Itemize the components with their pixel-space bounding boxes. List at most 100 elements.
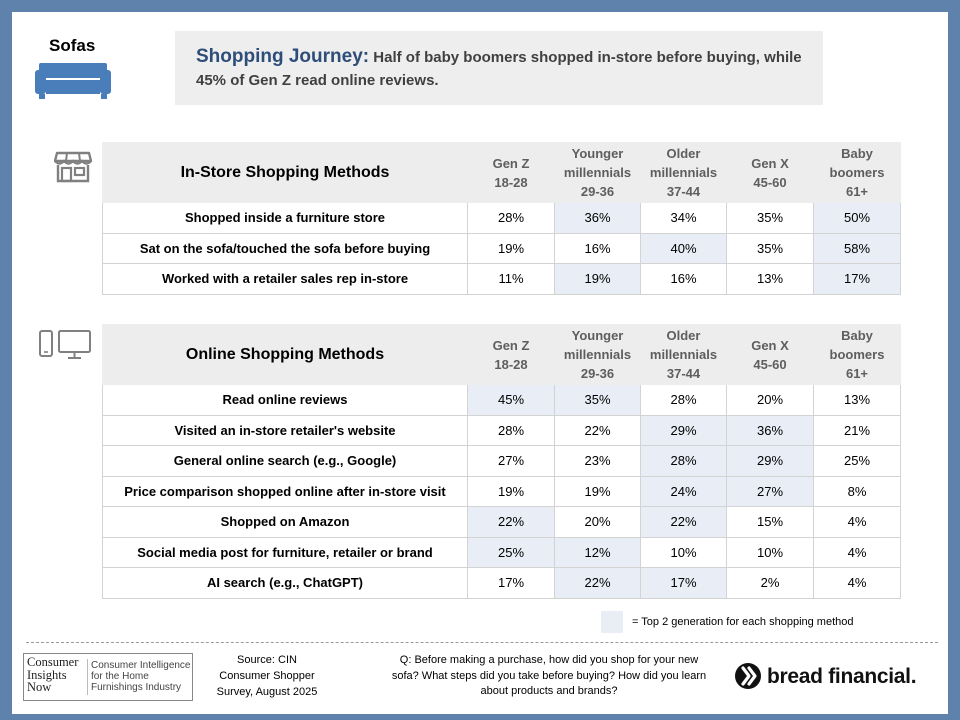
row-label: Shopped inside a furniture store (102, 202, 468, 234)
value-cell: 58% (813, 232, 901, 264)
value-cell: 16% (554, 232, 641, 264)
row-label: Shopped on Amazon (102, 506, 468, 538)
slide: Sofas Shopping Journey: Half of baby boo… (12, 12, 948, 714)
value-cell: 29% (640, 414, 727, 446)
value-cell: 10% (726, 536, 814, 568)
table-row: Price comparison shopped online after in… (102, 475, 901, 507)
value-cell: 28% (640, 384, 727, 416)
value-cell: 36% (726, 414, 814, 446)
value-cell: 10% (640, 536, 727, 568)
value-cell: 22% (640, 506, 727, 538)
value-cell: 4% (813, 567, 901, 599)
footer-divider (26, 642, 938, 643)
table-row: Shopped inside a furniture store 28% 36%… (102, 202, 901, 234)
row-label: Price comparison shopped online after in… (102, 475, 468, 507)
value-cell: 28% (640, 445, 727, 477)
brand-name: bread financial. (767, 665, 917, 688)
gen-header-older-millennials: Older millennials 37-44 (640, 142, 727, 203)
value-cell: 17% (640, 567, 727, 599)
value-cell: 15% (726, 506, 814, 538)
table-row: Social media post for furniture, retaile… (102, 536, 901, 568)
value-cell: 27% (467, 445, 555, 477)
value-cell: 22% (554, 414, 641, 446)
cin-logo: Consumer Insights Now Consumer Intellige… (23, 653, 193, 701)
cin-tagline: Consumer Intelligence (91, 660, 191, 671)
instore-table: In-Store Shopping Methods Gen Z 18-28 You… (102, 142, 901, 295)
value-cell: 4% (813, 506, 901, 538)
online-table: Online Shopping Methods Gen Z 18-28 Young… (102, 324, 901, 599)
table-row: Sat on the sofa/touched the sofa before … (102, 232, 901, 264)
value-cell: 12% (554, 536, 641, 568)
gen-header-gen-x: Gen X 45-60 (726, 142, 814, 203)
value-cell: 4% (813, 536, 901, 568)
value-cell: 19% (467, 475, 555, 507)
gen-header-gen-z: Gen Z 18-28 (467, 324, 555, 385)
survey-question: Q: Before making a purchase, how did you… (391, 654, 707, 697)
instore-title: In-Store Shopping Methods (102, 142, 468, 203)
cin-logo-separator (87, 659, 88, 695)
value-cell: 19% (467, 232, 555, 264)
gen-header-older-millennials: Older millennials 37-44 (640, 324, 727, 385)
value-cell: 19% (554, 475, 641, 507)
value-cell: 29% (726, 445, 814, 477)
value-cell: 2% (726, 567, 814, 599)
value-cell: 35% (726, 202, 814, 234)
value-cell: 27% (726, 475, 814, 507)
cin-logo-word: Consumer (27, 655, 79, 669)
bread-financial-logo: bread financial. (734, 661, 934, 695)
online-header-row: Online Shopping Methods Gen Z 18-28 Young… (102, 324, 901, 385)
store-icon (54, 151, 92, 183)
source-note: Source: CIN Consumer Shopper Survey, Aug… (216, 654, 318, 698)
row-label: Sat on the sofa/touched the sofa before … (102, 232, 468, 264)
value-cell: 28% (467, 202, 555, 234)
table-row: General online search (e.g., Google) 27%… (102, 445, 901, 477)
value-cell: 36% (554, 202, 641, 234)
value-cell: 35% (554, 384, 641, 416)
table-row: AI search (e.g., ChatGPT) 17% 22% 17% 2%… (102, 567, 901, 599)
headline-lead: Shopping Journey: (196, 46, 370, 67)
value-cell: 13% (813, 384, 901, 416)
category-label: Sofas (49, 36, 96, 55)
value-cell: 24% (640, 475, 727, 507)
table-row: Shopped on Amazon 22% 20% 22% 15% 4% (102, 506, 901, 538)
sofa-icon (35, 63, 111, 99)
value-cell: 45% (467, 384, 555, 416)
phone-and-monitor-icon (39, 330, 91, 359)
row-label: Read online reviews (102, 384, 468, 416)
table-row: Worked with a retailer sales rep in-stor… (102, 263, 901, 295)
gen-header-gen-x: Gen X 45-60 (726, 324, 814, 385)
value-cell: 22% (554, 567, 641, 599)
value-cell: 20% (726, 384, 814, 416)
gen-header-baby-boomers: Baby boomers 61+ (813, 142, 901, 203)
value-cell: 13% (726, 263, 814, 295)
value-cell: 11% (467, 263, 555, 295)
row-label: Social media post for furniture, retaile… (102, 536, 468, 568)
value-cell: 25% (467, 536, 555, 568)
legend-swatch (601, 611, 623, 633)
value-cell: 28% (467, 414, 555, 446)
gen-header-younger-millennials: Younger millennials 29-36 (554, 324, 641, 385)
row-label: General online search (e.g., Google) (102, 445, 468, 477)
value-cell: 34% (640, 202, 727, 234)
instore-header-row: In-Store Shopping Methods Gen Z 18-28 You… (102, 142, 901, 203)
value-cell: 40% (640, 232, 727, 264)
online-title: Online Shopping Methods (102, 324, 468, 385)
table-row: Read online reviews 45% 35% 28% 20% 13% (102, 384, 901, 416)
table-row: Visited an in-store retailer's website 2… (102, 414, 901, 446)
value-cell: 17% (467, 567, 555, 599)
value-cell: 17% (813, 263, 901, 295)
bread-mark-icon (735, 663, 761, 689)
value-cell: 35% (726, 232, 814, 264)
value-cell: 23% (554, 445, 641, 477)
cin-tagline: for the Home (91, 671, 149, 682)
cin-logo-word: Insights (27, 667, 67, 682)
value-cell: 21% (813, 414, 901, 446)
value-cell: 20% (554, 506, 641, 538)
value-cell: 16% (640, 263, 727, 295)
gen-header-younger-millennials: Younger millennials 29-36 (554, 142, 641, 203)
headline-box: Shopping Journey: Half of baby boomers s… (175, 31, 823, 105)
legend-text: = Top 2 generation for each shopping met… (632, 616, 854, 628)
value-cell: 50% (813, 202, 901, 234)
row-label: AI search (e.g., ChatGPT) (102, 567, 468, 599)
cin-tagline: Furnishings Industry (91, 682, 182, 693)
